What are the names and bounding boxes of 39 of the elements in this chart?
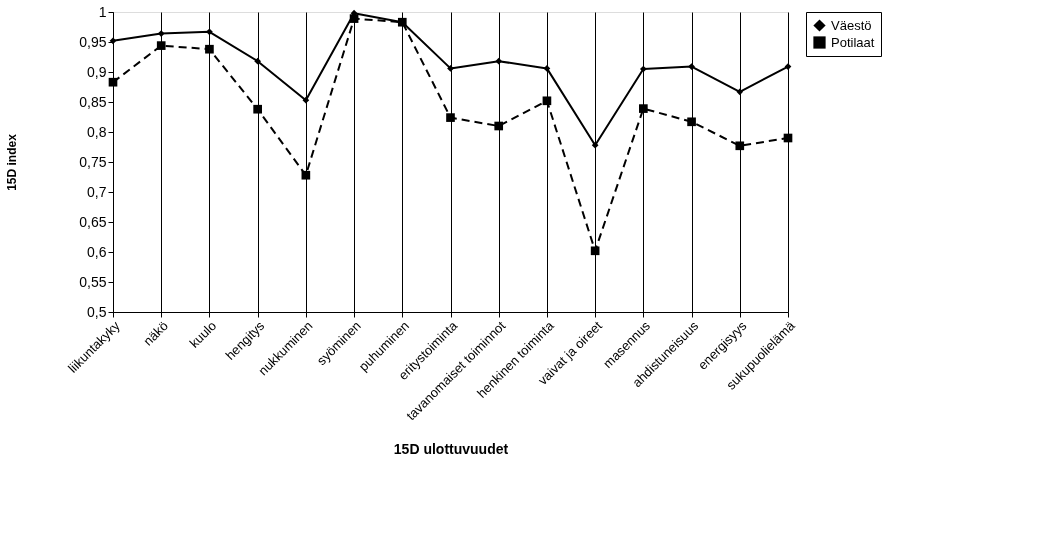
point	[157, 30, 165, 37]
point	[108, 77, 118, 87]
point	[736, 88, 744, 96]
y-tick-label: 0,75	[79, 153, 107, 170]
point	[349, 14, 359, 23]
y-tick-label: 0,5	[87, 303, 107, 320]
point	[542, 96, 552, 106]
y-tick-label: 1	[98, 3, 107, 20]
y-tick-label: 0,55	[79, 273, 107, 290]
y-tick-label: 0,95	[79, 33, 107, 50]
point	[447, 65, 454, 72]
point	[301, 170, 311, 180]
point	[640, 65, 647, 73]
point	[206, 28, 213, 36]
point	[302, 96, 310, 104]
point	[446, 113, 455, 122]
point	[254, 57, 261, 65]
point	[735, 141, 745, 151]
y-tick-label: 0,85	[79, 93, 107, 110]
y-axis-title: 15D index	[5, 133, 20, 191]
x-axis-title: 15D ulottuvuudet	[393, 441, 509, 458]
y-tick-label: 0,7	[87, 183, 107, 200]
y-tick-label: 0,65	[79, 213, 107, 230]
point	[494, 121, 504, 131]
point	[687, 117, 696, 127]
point	[495, 57, 503, 65]
point	[591, 141, 599, 149]
point	[590, 246, 600, 256]
y-tick-label: 0,9	[87, 63, 107, 80]
legend-label: Potilaat	[831, 34, 875, 50]
y-tick-label: 0,8	[87, 123, 107, 140]
point	[543, 65, 551, 72]
point	[156, 41, 166, 50]
point	[639, 104, 648, 113]
legend-label: Väestö	[831, 17, 872, 33]
point	[205, 44, 214, 54]
point	[253, 104, 262, 114]
point	[688, 63, 695, 70]
y-tick-label: 0,6	[87, 243, 107, 260]
